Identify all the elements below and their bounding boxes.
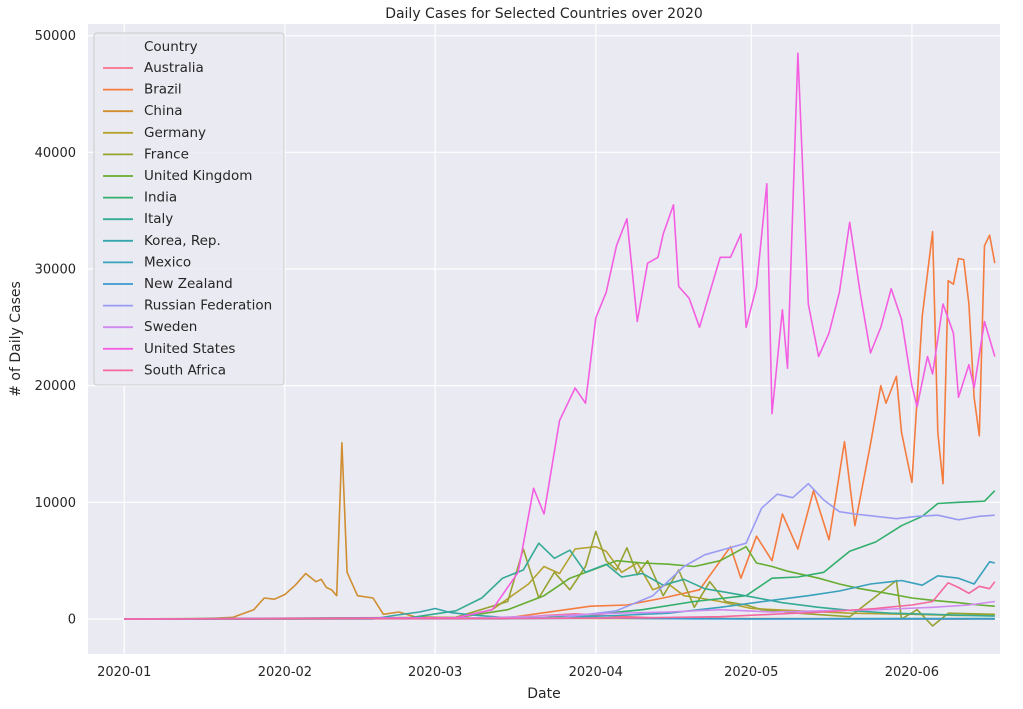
y-tick-label: 20000 <box>35 379 76 394</box>
legend-box <box>93 32 285 386</box>
y-tick-label: 30000 <box>35 263 76 278</box>
legend-label-china: China <box>144 103 183 119</box>
x-tick-label: 2020-06 <box>885 665 939 680</box>
series-line-sweden <box>124 600 995 620</box>
y-axis-label: # of Daily Cases <box>8 281 24 397</box>
legend-label-mexico: Mexico <box>144 254 191 270</box>
series-lines <box>124 52 996 627</box>
x-tick-label: 2020-01 <box>97 665 151 680</box>
legend-title: Country <box>144 39 198 55</box>
legend: Country Australia Brazil China Germany Franc… <box>93 32 285 386</box>
legend-label-germany: Germany <box>144 125 206 141</box>
y-tick-label: 50000 <box>35 29 76 44</box>
y-tick-labels: 0 10000 20000 30000 40000 50000 <box>35 29 76 627</box>
x-tick-labels: 2020-01 2020-02 2020-03 2020-04 2020-05 2020-… <box>97 665 939 680</box>
series-line-china <box>124 441 995 620</box>
series-line-south-africa <box>124 581 996 620</box>
legend-label-india: India <box>144 190 177 206</box>
legend-label-south-africa: South Africa <box>144 362 226 378</box>
legend-label-sweden: Sweden <box>144 319 197 335</box>
series-line-india <box>124 490 996 620</box>
y-tick-label: 10000 <box>35 496 76 511</box>
x-axis-label: Date <box>527 686 560 702</box>
series-line-france <box>124 530 995 627</box>
series-line-mexico <box>124 560 995 620</box>
series-line-russian-federation <box>124 482 995 620</box>
legend-label-australia: Australia <box>144 60 204 76</box>
x-tick-label: 2020-03 <box>408 665 462 680</box>
legend-label-new-zealand: New Zealand <box>144 276 233 292</box>
legend-label-korea-rep: Korea, Rep. <box>144 233 221 249</box>
chart-title: Daily Cases for Selected Countries over … <box>385 6 703 22</box>
legend-label-brazil: Brazil <box>144 82 182 98</box>
legend-label-united-states: United States <box>144 341 235 357</box>
y-tick-label: 0 <box>68 613 76 628</box>
y-tick-label: 40000 <box>35 146 76 161</box>
legend-items: Australia Brazil China Germany France United … <box>103 60 272 378</box>
x-tick-label: 2020-02 <box>258 665 312 680</box>
x-tick-label: 2020-04 <box>569 665 623 680</box>
series-line-united-states <box>124 52 996 620</box>
series-line-united-kingdom <box>124 545 995 620</box>
x-tick-label: 2020-05 <box>724 665 778 680</box>
series-line-brazil <box>124 230 996 620</box>
legend-label-united-kingdom: United Kingdom <box>144 168 252 184</box>
legend-label-france: France <box>144 146 189 162</box>
legend-label-russian-federation: Russian Federation <box>144 298 272 314</box>
legend-label-italy: Italy <box>144 211 173 227</box>
